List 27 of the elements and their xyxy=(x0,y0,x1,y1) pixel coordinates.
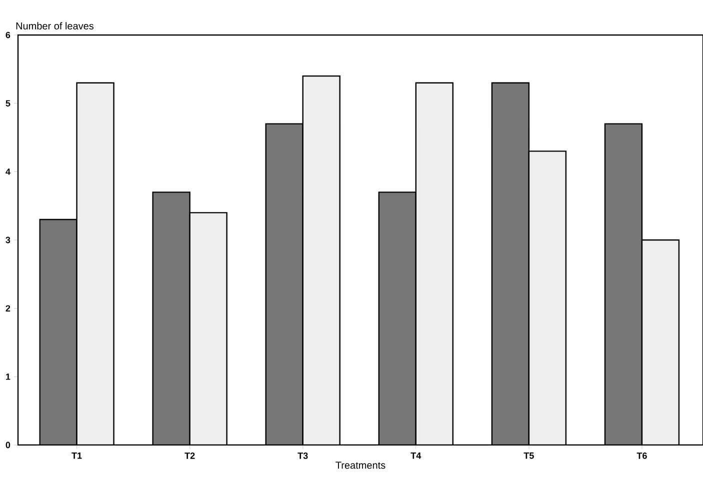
bar xyxy=(302,75,340,445)
bar xyxy=(641,239,680,445)
bar xyxy=(378,192,416,445)
y-tick-label: 1 xyxy=(6,374,10,380)
y-axis-title: Number of leaves xyxy=(16,22,94,30)
bar xyxy=(265,123,304,445)
y-tick-label: 4 xyxy=(6,168,10,175)
y-tick-label: 2 xyxy=(6,305,10,312)
x-tick-label: T4 xyxy=(410,452,422,459)
bar xyxy=(604,123,643,445)
bar xyxy=(415,82,454,445)
bar xyxy=(189,212,228,445)
y-tick-label: 0 xyxy=(6,442,10,448)
x-tick-label: T1 xyxy=(72,452,82,459)
bar xyxy=(491,82,530,445)
y-tick-label: 6 xyxy=(6,32,10,38)
x-tick-label: T5 xyxy=(524,452,534,459)
x-tick-label: T6 xyxy=(636,452,647,459)
x-tick-label: T2 xyxy=(184,452,195,459)
bar xyxy=(40,220,77,445)
bar xyxy=(152,192,190,445)
x-tick-label: T3 xyxy=(298,452,308,459)
y-tick-label: 3 xyxy=(6,236,10,244)
bar xyxy=(528,150,567,445)
y-tick-label: 5 xyxy=(6,100,10,106)
bar xyxy=(76,82,114,445)
x-axis-title: Treatments xyxy=(336,462,386,469)
